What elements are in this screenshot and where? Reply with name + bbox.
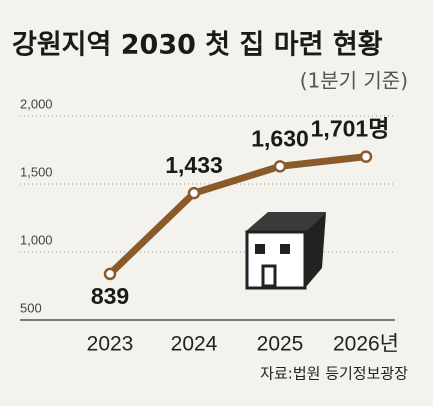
data-point xyxy=(103,267,117,281)
y-tick-label: 1,000 xyxy=(20,232,53,247)
data-line xyxy=(107,153,367,277)
data-point xyxy=(187,186,201,200)
house-icon xyxy=(245,212,326,290)
data-label: 1,630 xyxy=(251,125,309,151)
x-tick-label: 2023 xyxy=(87,333,134,356)
data-point xyxy=(273,160,287,173)
x-tick-label: 2025 xyxy=(257,333,304,356)
y-tick-label: 500 xyxy=(20,300,42,315)
source: 자료:법원 등기정보광장 xyxy=(260,365,408,383)
chart-title: 강원지역 2030 첫 집 마련 현황 xyxy=(12,30,383,61)
data-label: 1,701명 xyxy=(311,116,390,142)
chart-subtitle: (1분기 기준) xyxy=(300,69,408,93)
data-point xyxy=(359,150,373,163)
data-label: 839 xyxy=(91,283,129,309)
x-tick-label: 2026년 xyxy=(333,333,399,356)
data-label: 1,433 xyxy=(165,152,223,178)
y-tick-label: 1,500 xyxy=(20,164,53,179)
x-tick-label: 2024 xyxy=(171,333,218,356)
y-tick-label: 2,000 xyxy=(20,96,53,111)
